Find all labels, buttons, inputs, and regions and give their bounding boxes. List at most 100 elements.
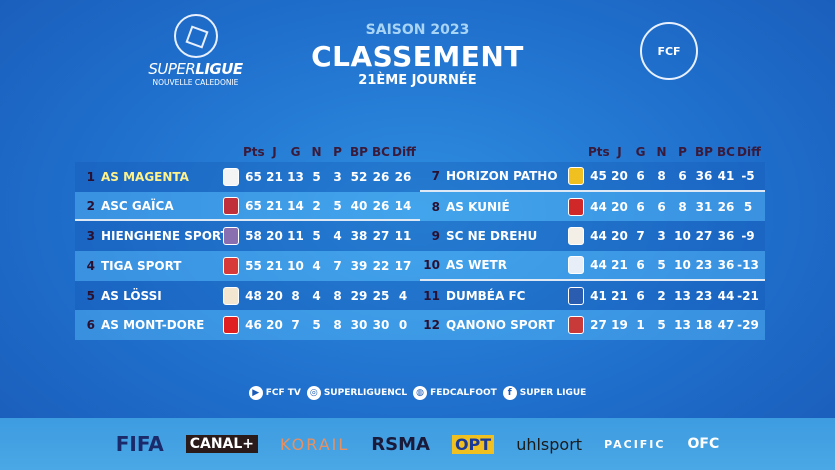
rank: 12 bbox=[423, 318, 440, 333]
page-title: CLASSEMENT bbox=[311, 40, 524, 73]
standings-table-right: Pts J G N P BP BC Diff 7 HORIZON PATHO 45 20 6 8 6 36 41… bbox=[420, 142, 765, 341]
table-header: Pts J G N P BP BC Diff bbox=[75, 142, 420, 162]
team-crest-icon bbox=[568, 316, 584, 335]
rank: 1 bbox=[86, 169, 95, 184]
column-header: G bbox=[635, 145, 646, 159]
stat-pts: 44 bbox=[590, 257, 607, 272]
stat-bp: 23 bbox=[695, 288, 713, 303]
column-header: J bbox=[617, 145, 622, 159]
stat-p: 13 bbox=[674, 318, 691, 333]
sponsor-logo-rsma: RSMA bbox=[371, 433, 430, 455]
stat-g: 6 bbox=[636, 199, 645, 214]
stat-pts: 45 bbox=[590, 168, 607, 183]
logo-text: FCF bbox=[657, 44, 681, 58]
stat-bp: 31 bbox=[695, 199, 713, 214]
team-crest-icon bbox=[568, 166, 584, 185]
stat-g: 6 bbox=[636, 257, 645, 272]
stat-bp: 29 bbox=[350, 288, 368, 303]
team-name: HIENGHENE SPORT bbox=[101, 229, 229, 244]
stat-bc: 26 bbox=[372, 198, 390, 213]
rank: 9 bbox=[431, 229, 440, 244]
stat-bp: 36 bbox=[695, 168, 713, 183]
stat-j: 20 bbox=[611, 229, 628, 244]
globe-icon: ◍ bbox=[413, 386, 428, 400]
stat-j: 20 bbox=[266, 229, 283, 244]
team-name: AS LÖSSI bbox=[101, 288, 162, 303]
sponsor-bar: FIFA CANAL+ KORAIL RSMA OPT uhlsport PACIFIC OF… bbox=[0, 418, 835, 470]
team-name: QANONO SPORT bbox=[446, 318, 555, 333]
column-header: G bbox=[290, 145, 301, 159]
stat-bc: 26 bbox=[372, 169, 390, 184]
social-link-fcf-tv[interactable]: ▶ FCF TV bbox=[248, 386, 301, 400]
stat-p: 4 bbox=[333, 229, 342, 244]
column-header: Diff bbox=[737, 145, 761, 159]
stat-p: 8 bbox=[678, 199, 687, 214]
stat-g: 7 bbox=[636, 229, 645, 244]
social-link-fedcalfoot[interactable]: ◍ FEDCALFOOT bbox=[413, 386, 497, 400]
stat-j: 19 bbox=[611, 318, 628, 333]
stat-pts: 27 bbox=[590, 318, 607, 333]
sponsor-logo-canal: CANAL+ bbox=[185, 435, 259, 453]
column-header: Diff bbox=[392, 145, 416, 159]
stat-j: 20 bbox=[611, 199, 628, 214]
stat-diff: 11 bbox=[394, 229, 412, 244]
table-row: 5 AS LÖSSI 48 20 8 4 8 29 25 4 bbox=[75, 280, 420, 311]
team-logo bbox=[564, 316, 588, 335]
stat-bc: 36 bbox=[717, 229, 735, 244]
column-header: BC bbox=[717, 145, 735, 159]
stat-pts: 41 bbox=[590, 288, 607, 303]
stat-p: 10 bbox=[674, 229, 691, 244]
stat-diff: 17 bbox=[394, 258, 412, 273]
stat-bc: 26 bbox=[717, 199, 735, 214]
column-header: BC bbox=[372, 145, 390, 159]
team-name: TIGA SPORT bbox=[101, 258, 182, 273]
rank: 2 bbox=[86, 198, 95, 213]
social-link-super-ligue[interactable]: f SUPER LIGUE bbox=[502, 386, 586, 400]
table-row: 7 HORIZON PATHO 45 20 6 8 6 36 41 -5 bbox=[420, 162, 765, 192]
stat-g: 13 bbox=[287, 169, 304, 184]
stat-p: 13 bbox=[674, 288, 691, 303]
stat-n: 6 bbox=[657, 199, 666, 214]
stat-bc: 36 bbox=[717, 257, 735, 272]
logo-text: LIGUE bbox=[195, 60, 243, 78]
team-logo bbox=[564, 166, 588, 185]
stat-p: 6 bbox=[678, 168, 687, 183]
stat-j: 21 bbox=[611, 288, 628, 303]
team-logo bbox=[564, 227, 588, 246]
stat-bp: 23 bbox=[695, 257, 713, 272]
stat-g: 7 bbox=[291, 318, 300, 333]
team-name: DUMBÉA FC bbox=[446, 288, 526, 303]
table-row: 11 DUMBÉA FC 41 21 6 2 13 23 44 -21 bbox=[420, 280, 765, 311]
stat-n: 4 bbox=[312, 258, 321, 273]
team-logo bbox=[219, 227, 243, 246]
team-name: AS KUNIÉ bbox=[446, 199, 510, 214]
table-row: 3 HIENGHENE SPORT 58 20 11 5 4 38 27 11 bbox=[75, 221, 420, 252]
stat-g: 8 bbox=[291, 288, 300, 303]
rank: 10 bbox=[423, 257, 440, 272]
stat-j: 21 bbox=[266, 169, 283, 184]
team-crest-icon bbox=[223, 167, 239, 186]
sponsor-logo-fifa: FIFA bbox=[115, 432, 164, 456]
stat-pts: 48 bbox=[245, 288, 262, 303]
table-row: 2 ASC GAÏCA 65 21 14 2 5 40 26 14 bbox=[75, 191, 420, 222]
stat-n: 5 bbox=[657, 257, 666, 272]
social-link-superliguencl[interactable]: ◎ SUPERLIGUENCL bbox=[306, 386, 407, 400]
rank: 11 bbox=[423, 288, 440, 303]
stat-bc: 47 bbox=[717, 318, 735, 333]
rank: 7 bbox=[431, 168, 440, 183]
stat-g: 10 bbox=[287, 258, 304, 273]
stat-bp: 40 bbox=[350, 198, 368, 213]
round-label: 21ÈME JOURNÉE bbox=[358, 73, 477, 88]
stat-j: 20 bbox=[611, 168, 628, 183]
social-links: ▶ FCF TV ◎ SUPERLIGUENCL ◍ FEDCALFOOT f SUPER L… bbox=[0, 386, 835, 400]
team-crest-icon bbox=[568, 286, 584, 305]
stat-j: 21 bbox=[266, 258, 283, 273]
team-name: HORIZON PATHO bbox=[446, 168, 558, 183]
team-logo bbox=[564, 286, 588, 305]
stat-bp: 27 bbox=[695, 229, 713, 244]
stat-bc: 41 bbox=[717, 168, 735, 183]
instagram-icon: ◎ bbox=[306, 386, 321, 400]
fcf-logo: FCF bbox=[640, 22, 698, 80]
stat-pts: 58 bbox=[245, 229, 262, 244]
column-header: BP bbox=[350, 145, 368, 159]
